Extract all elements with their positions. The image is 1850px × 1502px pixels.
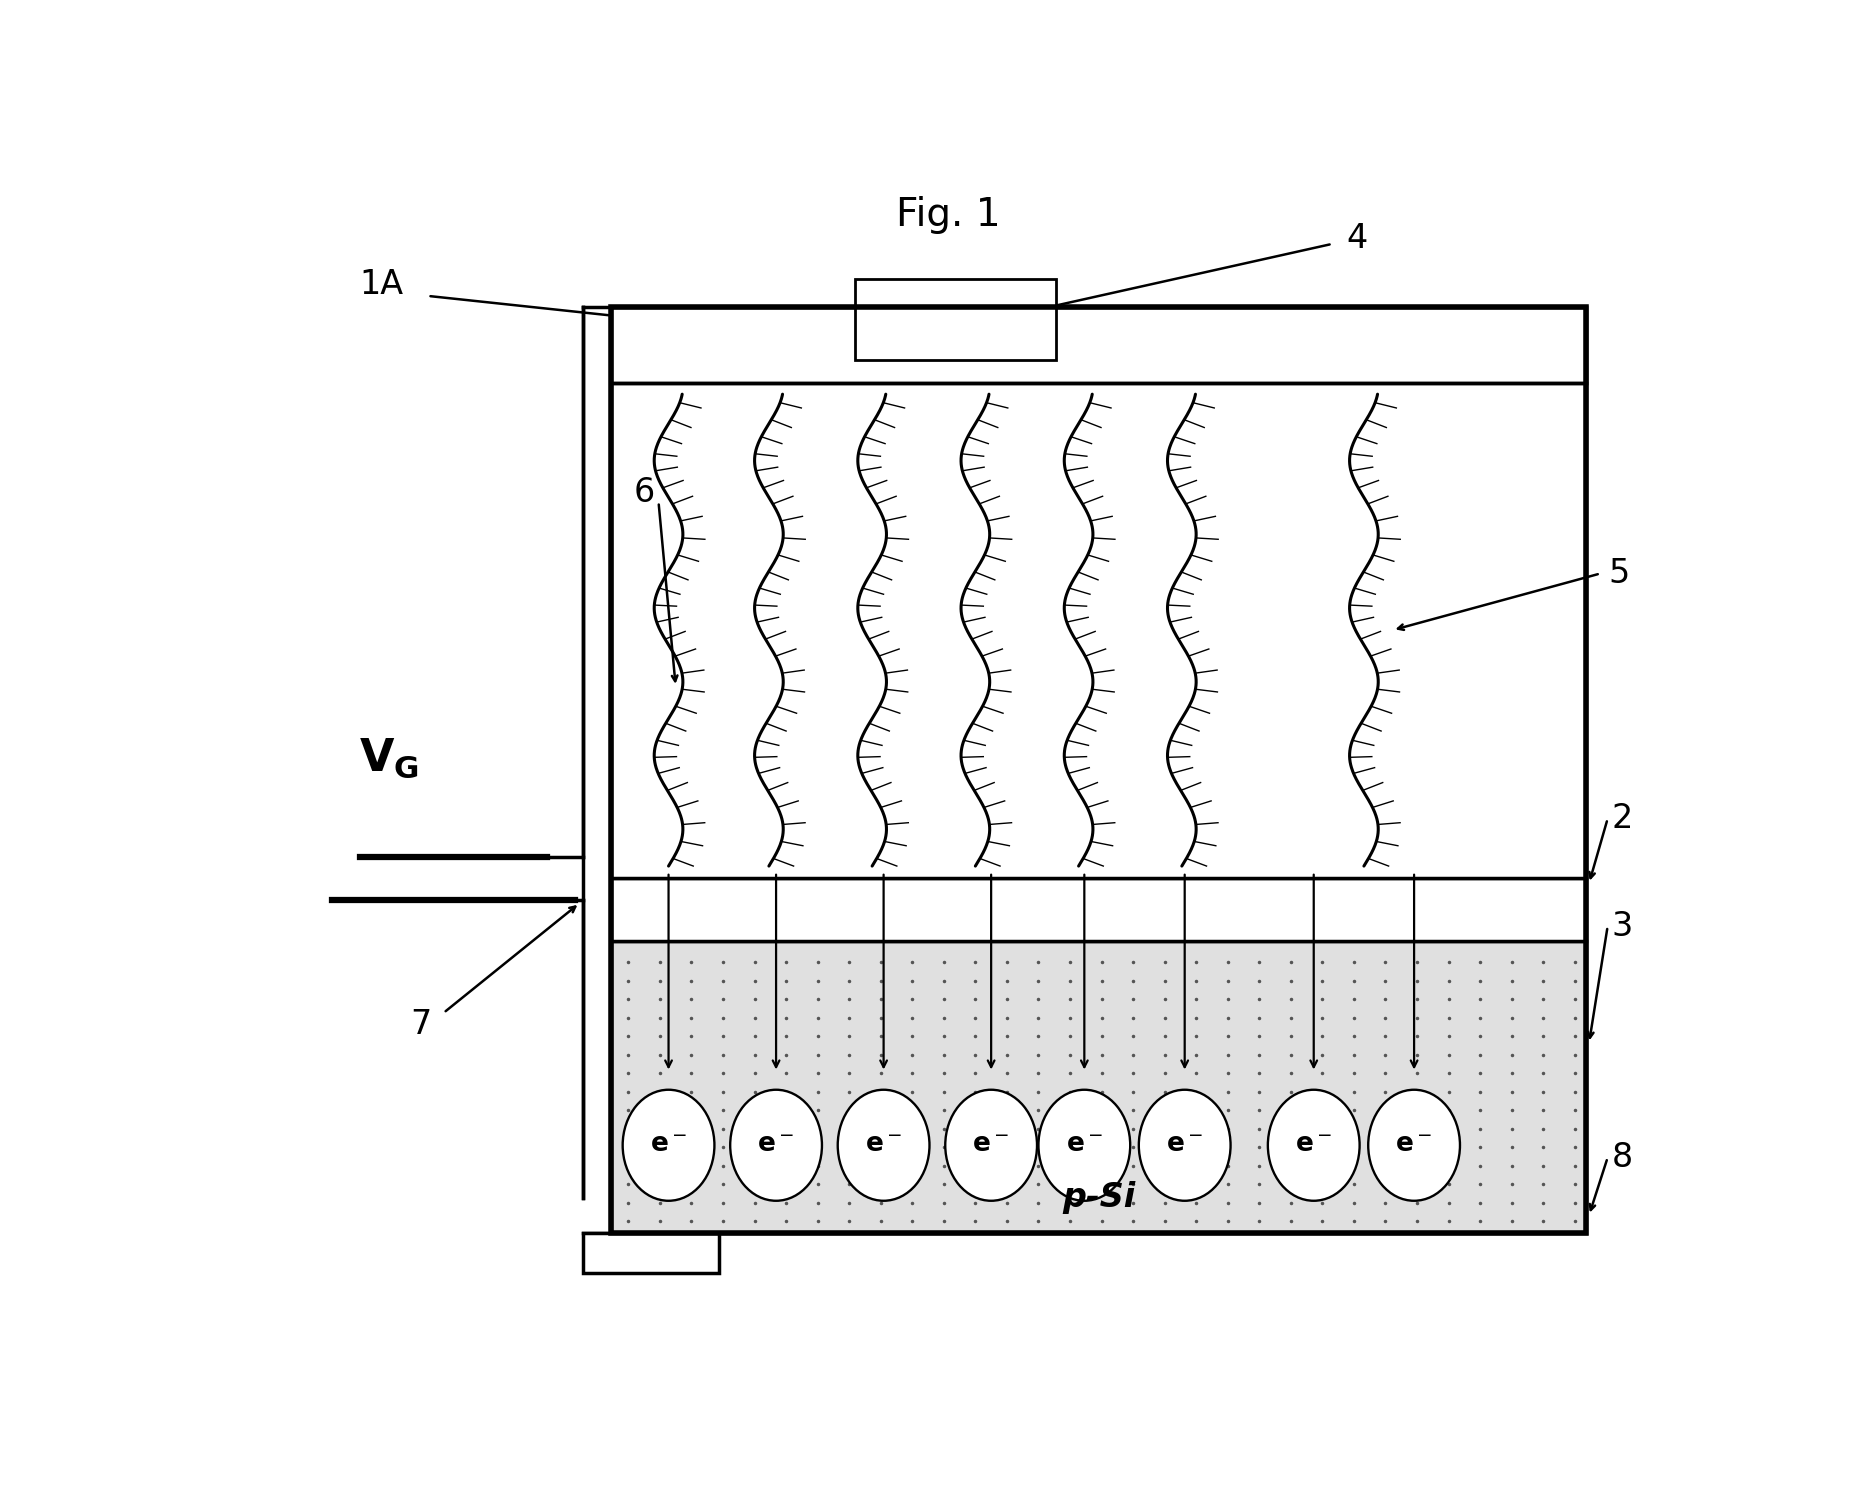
Ellipse shape: [1267, 1090, 1360, 1200]
Ellipse shape: [623, 1090, 714, 1200]
Bar: [610, 308, 1585, 1233]
Ellipse shape: [1038, 1090, 1130, 1200]
Ellipse shape: [1369, 1090, 1460, 1200]
Text: 8: 8: [1611, 1142, 1632, 1175]
Text: e$^-$: e$^-$: [649, 1133, 686, 1158]
Bar: [855, 278, 1056, 359]
Text: e$^-$: e$^-$: [973, 1133, 1010, 1158]
Text: p-Si: p-Si: [1062, 1181, 1136, 1214]
Text: 3: 3: [1611, 910, 1632, 943]
Ellipse shape: [731, 1090, 821, 1200]
Ellipse shape: [945, 1090, 1038, 1200]
Text: Fig. 1: Fig. 1: [895, 195, 1001, 234]
Bar: [583, 1233, 718, 1274]
Bar: [610, 308, 1585, 383]
Text: 4: 4: [1347, 222, 1367, 254]
Ellipse shape: [838, 1090, 929, 1200]
Text: e$^-$: e$^-$: [1166, 1133, 1202, 1158]
Text: e$^-$: e$^-$: [866, 1133, 903, 1158]
Text: e$^-$: e$^-$: [1395, 1133, 1432, 1158]
Bar: [610, 942, 1585, 1233]
Text: 6: 6: [633, 476, 655, 509]
Ellipse shape: [1140, 1090, 1230, 1200]
Text: 5: 5: [1608, 557, 1630, 590]
Text: e$^-$: e$^-$: [1295, 1133, 1332, 1158]
Text: 2: 2: [1611, 802, 1634, 835]
Text: $\mathbf{V}_\mathbf{G}$: $\mathbf{V}_\mathbf{G}$: [359, 737, 418, 780]
Text: 7: 7: [411, 1008, 431, 1041]
Text: e$^-$: e$^-$: [757, 1133, 796, 1158]
Text: e$^-$: e$^-$: [1066, 1133, 1103, 1158]
Text: 1A: 1A: [359, 267, 403, 300]
Bar: [610, 877, 1585, 942]
Bar: [610, 308, 1585, 877]
